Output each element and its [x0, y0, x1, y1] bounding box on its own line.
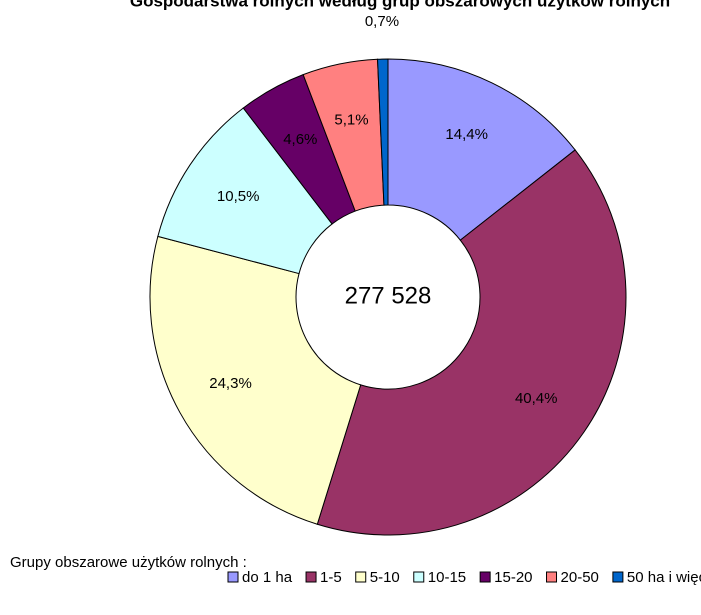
legend-label: 15-20	[494, 569, 532, 586]
legend-title: Grupy obszarowe użytków rolnych :	[10, 554, 247, 571]
legend-label: 5-10	[370, 569, 400, 586]
value-label: 4,6%	[283, 131, 317, 148]
legend-swatch	[479, 571, 491, 583]
legend-swatch	[612, 571, 624, 583]
chart-title: Gospodarstwa rolnych według grup obszaro…	[130, 0, 670, 10]
value-label: 10,5%	[217, 188, 260, 205]
value-label: 24,3%	[209, 375, 252, 392]
donut-slice	[377, 58, 389, 206]
value-label: 14,4%	[445, 126, 488, 143]
donut-slice	[157, 107, 333, 275]
legend-swatch	[546, 571, 558, 583]
value-label: 0,7%	[365, 13, 399, 30]
donut-slice	[149, 235, 362, 525]
legend-label: 10-15	[428, 569, 466, 586]
value-label: 5,1%	[334, 112, 368, 129]
legend-swatch	[305, 571, 317, 583]
donut-slice	[316, 149, 627, 536]
legend-swatch	[227, 571, 239, 583]
donut-slice	[387, 58, 576, 241]
legend-swatch	[413, 571, 425, 583]
legend-swatch	[355, 571, 367, 583]
center-label: 277 528	[345, 282, 432, 309]
legend-label: 1-5	[320, 569, 342, 586]
legend-label: 50 ha i więcej	[627, 569, 701, 586]
value-label: 40,4%	[515, 390, 558, 407]
legend-label: 20-50	[561, 569, 599, 586]
legend-label: do 1 ha	[242, 569, 293, 586]
